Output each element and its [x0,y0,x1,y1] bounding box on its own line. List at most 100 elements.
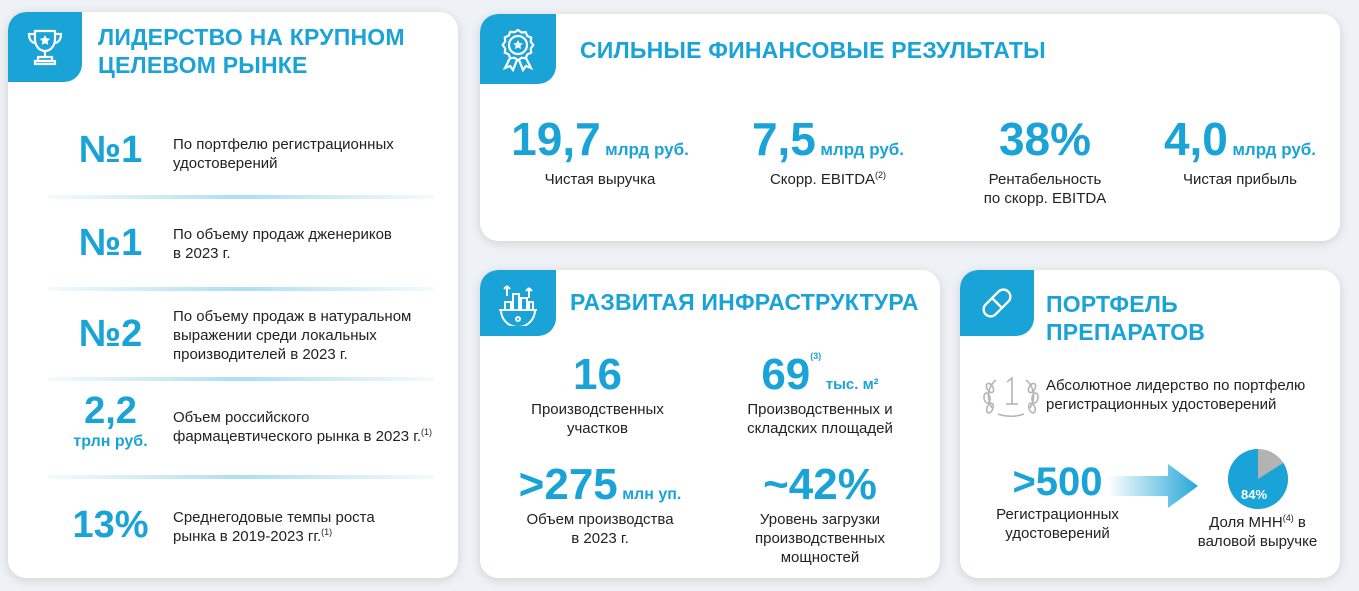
leadership-text: Среднегодовые темпы роста рынка в 2019-2… [173,508,375,546]
leadership-card: ЛИДЕРСТВО НА КРУПНОМ ЦЕЛЕВОМ РЫНКЕ №1 По… [8,12,458,578]
metric-label-group: Производственных участков [510,400,685,438]
leadership-text: По портфелю регистрационных удостоверени… [173,135,394,173]
share-pie-chart: 84% [1228,449,1288,509]
financial-metric: 4,0 млрд руб. Чистая прибыль [1150,112,1330,189]
metric-value: 19,7 [511,113,601,165]
leadership-row: №1 По портфелю регистрационных удостовер… [8,127,458,187]
share-label-text: в [1293,514,1306,531]
factory-icon [499,285,537,326]
metric-value: >275 [518,460,618,509]
metric-label: производственных [755,530,885,547]
metric-label: Рентабельность [988,171,1102,188]
infrastructure-title: РАЗВИТАЯ ИНФРАСТРУКТУРА [570,289,919,315]
leadership-text-line: в 2023 г. [173,245,231,262]
infrastructure-icon-box [480,270,556,336]
metric-label: в 2023 г. [571,530,629,547]
leadership-text: Объем российского фармацевтического рынк… [173,408,432,446]
leadership-row: 2,2 трлн руб. Объем российского фармацев… [8,390,458,465]
leadership-unit: трлн руб. [73,433,148,450]
leadership-row: 13% Среднегодовые темпы роста рынка в 20… [8,502,458,562]
trophy-icon [27,29,63,66]
leadership-text-line-part: фармацевтического рынка в 2023 г. [173,428,422,445]
infrastructure-card: РАЗВИТАЯ ИНФРАСТРУКТУРА 16 Производствен… [480,270,940,578]
leadership-value: №1 [78,222,143,264]
portfolio-share-label: Доля МНН(4) в валовой выручке [1180,513,1335,551]
leadership-text-line: выражении среди локальных [173,327,377,344]
medal-icon [501,28,535,72]
portfolio-leadership-line: Абсолютное лидерство по портфелю [1046,377,1306,394]
leadership-value: №2 [78,313,143,355]
infrastructure-metric: 69(3) тыс. м² Производственных и складск… [720,350,920,438]
arrow-right-icon [1108,464,1198,508]
infrastructure-metric: >275 млн уп. Объем производства в 2023 г… [500,460,700,548]
metric-value: 69 [761,350,811,399]
footnote-mark: (4) [1282,513,1294,523]
footnote-mark: (1) [421,427,433,437]
portfolio-leadership-text: Абсолютное лидерство по портфелю регистр… [1046,376,1305,414]
metric-value-group: 7,5 млрд руб. [728,112,928,166]
metric-unit: млрд руб. [820,140,905,159]
metric-label: Уровень загрузки [759,511,881,528]
leadership-value: 13% [72,504,149,546]
pill-icon [982,288,1012,318]
leadership-text: По объему продаж дженериков в 2023 г. [173,225,392,263]
metric-value: 16 [573,350,622,399]
metric-value: >500 [1012,460,1103,504]
infrastructure-metric: 16 Производственных участков [510,350,685,438]
metric-label-group: Объем производства в 2023 г. [500,510,700,548]
leadership-text-line: производителей в 2023 г. [173,346,348,363]
metric-unit: млрд руб. [605,140,689,159]
financial-metric: 7,5 млрд руб. Скорр. EBITDA(2) [728,112,928,189]
divider [48,475,434,479]
pie-slice-share [1228,449,1288,509]
leadership-value-group: 2,2 трлн руб. [48,390,173,452]
portfolio-card: ПОРТФЕЛЬ ПРЕПАРАТОВ Абсолютное лидерство… [960,270,1340,578]
portfolio-count: >500 Регистрационных удостоверений [970,460,1145,543]
metric-unit: млрд руб. [1232,140,1317,159]
leadership-text-line: По объему продаж дженериков [173,226,392,243]
leadership-text-line: Объем российского [173,409,310,426]
leadership-text-line: По объему продаж в натуральном [173,308,412,325]
metric-label: Скорр. EBITDA [769,171,876,188]
metric-value: 7,5 [751,113,816,165]
metric-value-group: 4,0 млрд руб. [1150,112,1330,166]
metric-value: 4,0 [1163,113,1228,165]
leadership-title-line1: ЛИДЕРСТВО НА КРУПНОМ [98,24,405,50]
metric-value: ~42% [763,460,877,509]
divider [48,287,434,291]
metric-label-group: Рентабельность по скорр. EBITDA [960,170,1130,208]
metric-label: Регистрационных [996,506,1119,523]
financial-metric: 19,7 млрд руб. Чистая выручка [500,112,700,189]
leadership-value: 2,2 [84,390,137,432]
metric-label: удостоверений [1005,525,1110,542]
leadership-text: По объему продаж в натуральном выражении… [173,307,411,364]
metric-label: по скорр. EBITDA [983,190,1107,207]
metric-label-group: Регистрационных удостоверений [970,505,1145,543]
leadership-text-line: По портфелю регистрационных [173,136,394,153]
financial-card: СИЛЬНЫЕ ФИНАНСОВЫЕ РЕЗУЛЬТАТЫ 19,7 млрд … [480,14,1340,241]
metric-label: Чистая прибыль [1183,171,1297,188]
footnote-mark: (2) [875,170,887,180]
metric-label-group: Уровень загрузки производственных мощнос… [720,510,920,567]
metric-label: Чистая выручка [544,171,656,188]
financial-icon-box [480,14,556,84]
share-label-line: Доля МНН(4) в [1180,513,1335,532]
footnote-mark: (3) [810,351,822,361]
footnote-mark: (1) [321,527,333,537]
leadership-value: №1 [78,129,143,171]
leadership-row: №2 По объему продаж в натуральном выраже… [8,305,458,375]
leadership-text-line-part: рынка в 2019-2023 гг. [173,528,322,545]
financial-title: СИЛЬНЫЕ ФИНАНСОВЫЕ РЕЗУЛЬТАТЫ [580,37,1046,63]
metric-label: участков [566,420,629,437]
metric-value: 38% [998,113,1092,165]
share-label-line: валовой выручке [1197,533,1318,550]
divider [48,195,434,199]
metric-label: мощностей [780,549,860,566]
portfolio-leadership-line: регистрационных удостоверений [1046,396,1277,413]
infrastructure-metric: ~42% Уровень загрузки производственных м… [720,460,920,567]
metric-unit: млн уп. [622,486,682,503]
portfolio-title: ПОРТФЕЛЬ ПРЕПАРАТОВ [1046,291,1206,345]
leadership-title-line2: ЦЕЛЕВОМ РЫНКЕ [98,52,308,78]
leadership-icon-box [8,12,82,82]
pie-value-label: 84% [1241,487,1267,502]
